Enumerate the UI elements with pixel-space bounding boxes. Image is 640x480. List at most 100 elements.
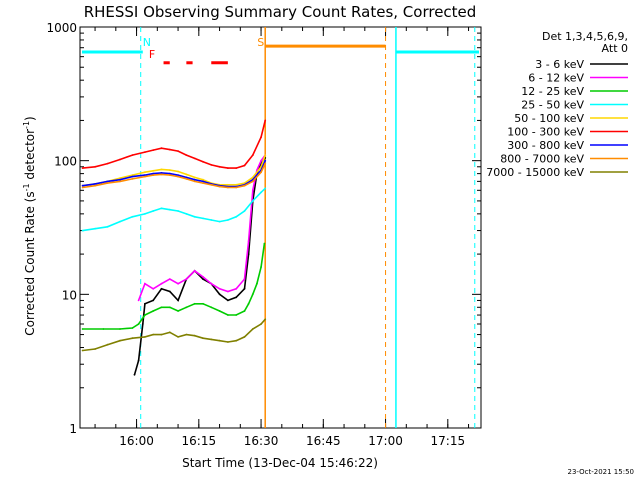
series-line bbox=[82, 243, 266, 330]
data-point bbox=[251, 200, 254, 202]
data-point bbox=[81, 328, 84, 330]
data-point bbox=[235, 339, 238, 342]
data-point bbox=[144, 314, 146, 316]
data-point bbox=[81, 184, 84, 187]
data-point bbox=[202, 160, 204, 163]
data-point bbox=[160, 333, 163, 336]
data-point bbox=[218, 287, 221, 290]
data-point bbox=[251, 293, 254, 296]
plot-frame bbox=[79, 26, 482, 429]
annotation-label: F bbox=[149, 48, 155, 61]
data-point bbox=[264, 119, 267, 122]
data-point bbox=[152, 149, 155, 152]
data-point bbox=[168, 174, 171, 177]
data-point bbox=[264, 159, 267, 162]
data-point bbox=[210, 164, 213, 166]
data-point bbox=[247, 253, 250, 256]
data-point bbox=[144, 282, 146, 285]
data-point bbox=[131, 215, 134, 218]
data-point bbox=[94, 184, 96, 187]
data-point bbox=[227, 186, 229, 189]
data-point bbox=[106, 182, 109, 185]
data-point bbox=[177, 310, 180, 312]
plot-area: 1 10 100 1000 16:00 16:15 16:30 16:45 17:00 17:15… bbox=[46, 21, 482, 448]
data-point bbox=[210, 183, 213, 186]
data-point bbox=[131, 337, 134, 340]
annotation-label: N bbox=[143, 36, 151, 49]
data-point bbox=[81, 167, 84, 170]
data-point bbox=[119, 177, 121, 180]
data-point bbox=[131, 174, 134, 177]
data-point bbox=[193, 302, 196, 305]
data-point bbox=[185, 176, 188, 179]
x-axis-label: Start Time (13-Dec-04 15:46:22) bbox=[182, 456, 378, 470]
data-point bbox=[227, 314, 229, 316]
data-point bbox=[94, 165, 96, 168]
data-point bbox=[94, 183, 96, 185]
data-point bbox=[160, 173, 163, 176]
data-point bbox=[218, 185, 221, 188]
data-point bbox=[152, 210, 155, 212]
data-point bbox=[243, 182, 246, 185]
data-point bbox=[168, 148, 171, 151]
data-point bbox=[251, 328, 254, 330]
data-point bbox=[152, 299, 155, 302]
y-tick-label: 10 bbox=[62, 288, 77, 302]
data-point bbox=[264, 162, 267, 165]
data-point bbox=[119, 328, 121, 330]
data-point bbox=[168, 208, 171, 211]
data-point bbox=[251, 154, 254, 157]
data-point bbox=[177, 150, 180, 153]
data-point bbox=[168, 306, 171, 309]
data-point bbox=[144, 174, 146, 177]
data-point bbox=[160, 172, 163, 174]
data-point bbox=[177, 299, 180, 302]
svg-text:Corrected Count Rate (s-1 dete: Corrected Count Rate (s-1 detector-1) bbox=[22, 116, 37, 335]
data-point bbox=[202, 178, 204, 181]
x-tick-label: 16:00 bbox=[119, 434, 154, 448]
data-point bbox=[168, 172, 171, 175]
data-point bbox=[227, 299, 229, 302]
data-point bbox=[227, 341, 229, 343]
data-point bbox=[144, 171, 146, 174]
data-point bbox=[131, 327, 134, 329]
data-point bbox=[251, 189, 254, 192]
data-point bbox=[152, 172, 155, 175]
data-point bbox=[260, 136, 262, 139]
data-point bbox=[227, 167, 229, 170]
data-point bbox=[227, 183, 229, 186]
data-point bbox=[119, 180, 121, 183]
y-axis-label: Corrected Count Rate (s-1 detector-1) bbox=[22, 116, 37, 335]
data-point bbox=[210, 306, 213, 309]
data-point bbox=[227, 290, 229, 293]
data-point bbox=[144, 175, 146, 178]
x-tick-label: 16:15 bbox=[182, 434, 217, 448]
data-point bbox=[160, 168, 163, 171]
data-point bbox=[185, 213, 188, 215]
x-tick-label: 17:00 bbox=[368, 434, 403, 448]
data-point bbox=[119, 220, 121, 223]
data-point bbox=[119, 178, 121, 181]
data-point bbox=[133, 373, 136, 376]
data-point bbox=[106, 343, 109, 346]
data-point bbox=[202, 217, 204, 220]
data-point bbox=[177, 210, 180, 212]
data-point bbox=[202, 337, 204, 340]
data-point bbox=[160, 207, 163, 210]
data-point bbox=[144, 336, 146, 338]
data-point bbox=[260, 191, 262, 194]
y-tick-label: 100 bbox=[54, 155, 77, 169]
legend-label: 300 - 800 keV bbox=[507, 139, 584, 152]
data-point bbox=[177, 336, 180, 338]
data-point bbox=[260, 323, 262, 325]
data-point bbox=[264, 318, 267, 321]
data-point bbox=[106, 180, 109, 183]
data-point bbox=[185, 333, 188, 336]
data-point bbox=[202, 302, 204, 305]
data-point bbox=[256, 282, 258, 285]
data-point bbox=[152, 169, 155, 172]
data-point bbox=[152, 333, 155, 336]
data-point bbox=[202, 276, 204, 278]
